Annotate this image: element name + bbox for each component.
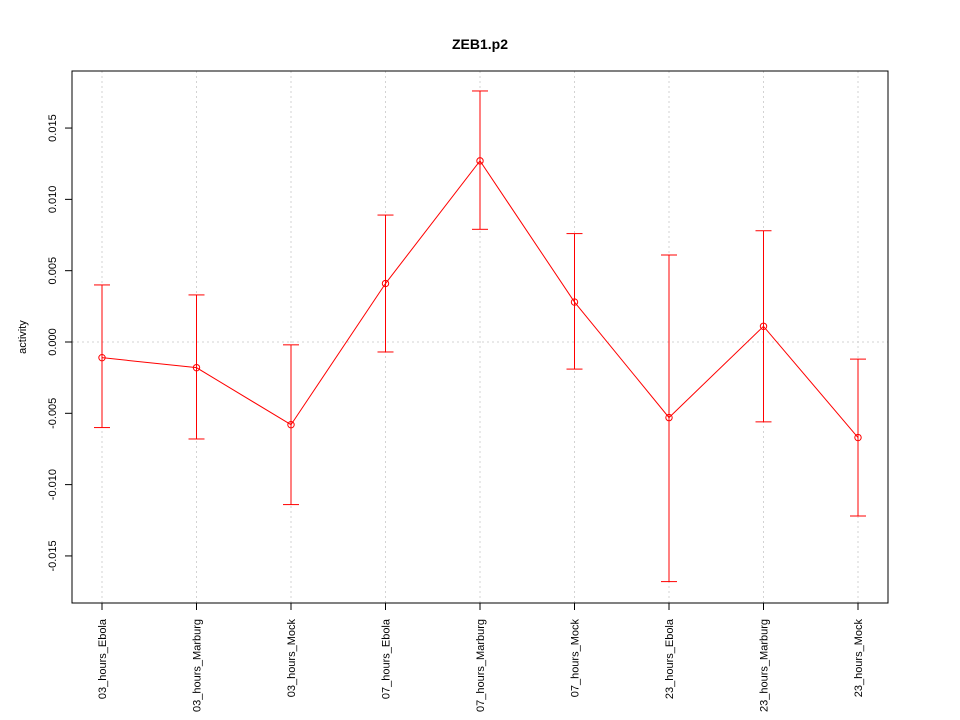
x-tick-label: 07_hours_Ebola [381,618,393,699]
x-tick-label: 23_hours_Mock [853,619,865,698]
chart-title: ZEB1.p2 [452,36,508,52]
x-tick-label: 03_hours_Ebola [97,618,109,699]
series [94,90,866,583]
data-point [665,413,673,422]
data-point [759,322,768,331]
y-tick-label: 0.010 [47,186,59,214]
x-tick-label: 03_hours_Mock [286,619,298,698]
x-tick-label: 23_hours_Ebola [664,618,676,699]
data-point [287,421,295,429]
y-tick-label: -0.010 [47,469,59,500]
x-axis: 03_hours_Ebola 03_hours_Marburg 03_hours_M… [97,603,865,712]
y-axis-label: activity [17,320,29,354]
x-tick-label: 03_hours_Marburg [192,619,204,712]
x-tick-label: 07_hours_Marburg [475,619,487,712]
y-tick-label: -0.005 [47,398,59,429]
data-point [192,363,201,372]
x-tick-label: 07_hours_Mock [570,619,582,698]
data-point [98,353,106,362]
data-point [476,157,484,165]
y-tick-label: 0.000 [47,328,59,356]
x-tick-label: 23_hours_Marburg [759,619,771,712]
data-point [381,279,390,288]
y-tick-label: 0.015 [47,114,59,142]
data-point [570,298,579,306]
plot-frame [71,70,889,604]
y-tick-label: -0.015 [47,540,59,571]
y-tick-label: 0.005 [47,257,59,285]
data-point [854,433,862,442]
y-axis: -0.015 -0.010 -0.005 0.000 0.005 0.010 0.015 [47,114,72,572]
